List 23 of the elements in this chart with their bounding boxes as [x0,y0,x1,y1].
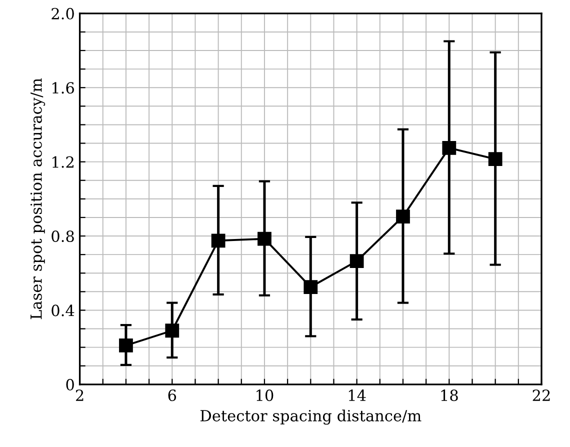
point [119,338,133,352]
x-tick-label: 14 [348,390,366,401]
point [442,140,456,155]
x-tick-label: 18 [441,390,458,402]
y-tick-label: 0 [66,378,74,390]
x-tick-label: 2 [76,390,84,401]
point [350,254,364,268]
point [258,232,272,246]
point [304,280,318,294]
point [396,210,410,224]
x-tick-label: 22 [532,390,550,401]
x-axis-title: Detector spacing distance/m [200,410,422,425]
y-tick-label: 1.2 [52,156,74,168]
y-tick-label: 2.0 [52,8,74,20]
y-tick-label: 0.4 [52,304,74,316]
y-tick-label: 0.8 [52,230,74,242]
point [488,152,502,166]
point [211,234,226,248]
y-tick-label: 1.6 [52,82,74,94]
point [165,324,180,338]
x-tick-label: 10 [256,390,274,402]
x-tick-label: 6 [168,390,176,402]
y-axis-title: Laser spot position accuracy/m [30,78,46,320]
